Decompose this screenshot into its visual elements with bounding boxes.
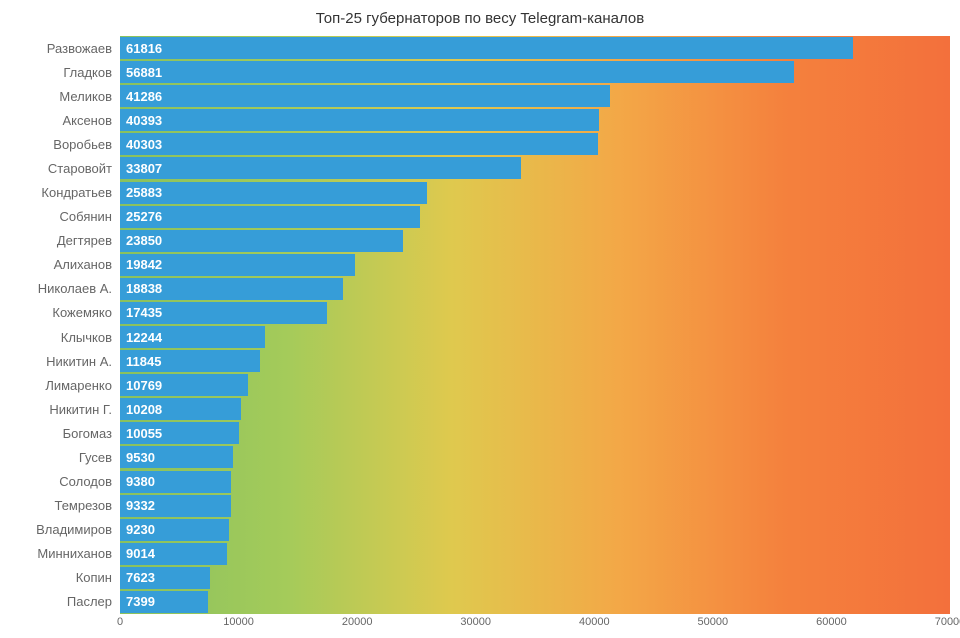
y-category-label: Паслер <box>67 590 118 614</box>
bar-value-label: 9530 <box>120 450 155 465</box>
bar-value-label: 23850 <box>120 233 162 248</box>
bar-value-label: 9230 <box>120 522 155 537</box>
bar: 7399 <box>120 591 208 613</box>
bar: 9230 <box>120 519 229 541</box>
bar-value-label: 12244 <box>120 330 162 345</box>
bar-value-label: 56881 <box>120 65 162 80</box>
bar-value-label: 40393 <box>120 113 162 128</box>
y-category-label: Старовойт <box>48 156 118 180</box>
bar-value-label: 33807 <box>120 161 162 176</box>
y-category-label: Воробьев <box>53 132 118 156</box>
y-category-label: Собянин <box>60 205 118 229</box>
bar-value-label: 10055 <box>120 426 162 441</box>
x-tick-label: 10000 <box>223 616 254 628</box>
y-category-label: Развожаев <box>47 36 118 60</box>
bar: 18838 <box>120 278 343 300</box>
bar-value-label: 17435 <box>120 305 162 320</box>
bar-value-label: 40303 <box>120 137 162 152</box>
y-category-label: Минниханов <box>37 542 118 566</box>
y-category-label: Богомаз <box>63 421 118 445</box>
bar-value-label: 9014 <box>120 546 155 561</box>
bar: 9014 <box>120 543 227 565</box>
y-category-label: Меликов <box>59 84 118 108</box>
y-category-label: Аксенов <box>62 108 118 132</box>
chart-title: Топ-25 губернаторов по весу Telegram-кан… <box>0 0 960 35</box>
x-tick-label: 30000 <box>460 616 491 628</box>
x-tick-label: 40000 <box>579 616 610 628</box>
y-category-label: Темрезов <box>54 494 118 518</box>
bar: 9530 <box>120 446 233 468</box>
y-category-label: Никитин А. <box>46 349 118 373</box>
bar-value-label: 10208 <box>120 402 162 417</box>
y-category-label: Кондратьев <box>41 181 118 205</box>
bar-value-label: 41286 <box>120 89 162 104</box>
y-category-label: Никитин Г. <box>49 397 118 421</box>
y-category-label: Дегтярев <box>57 229 118 253</box>
bar-value-label: 9332 <box>120 498 155 513</box>
y-category-label: Владимиров <box>36 518 118 542</box>
bar: 40303 <box>120 133 598 155</box>
bar-value-label: 7399 <box>120 594 155 609</box>
bar-value-label: 10769 <box>120 378 162 393</box>
x-tick-label: 60000 <box>816 616 847 628</box>
y-category-label: Гусев <box>79 445 118 469</box>
bar: 25883 <box>120 182 427 204</box>
bar: 25276 <box>120 206 420 228</box>
bar: 41286 <box>120 85 610 107</box>
bar: 10208 <box>120 398 241 420</box>
y-category-label: Алиханов <box>54 253 118 277</box>
x-tick-label: 70000 <box>935 616 960 628</box>
bar: 9332 <box>120 495 231 517</box>
bar-value-label: 61816 <box>120 41 162 56</box>
bar: 19842 <box>120 254 355 276</box>
y-category-label: Солодов <box>59 470 118 494</box>
x-tick-label: 0 <box>117 616 123 628</box>
bar: 10769 <box>120 374 248 396</box>
y-category-label: Копин <box>76 566 118 590</box>
bar: 12244 <box>120 326 265 348</box>
chart-container: Топ-25 губернаторов по весу Telegram-кан… <box>0 0 960 638</box>
x-tick-label: 20000 <box>342 616 373 628</box>
bar: 10055 <box>120 422 239 444</box>
bar-value-label: 7623 <box>120 570 155 585</box>
bar-value-label: 25276 <box>120 209 162 224</box>
bar: 7623 <box>120 567 210 589</box>
bar: 56881 <box>120 61 794 83</box>
bar: 9380 <box>120 471 231 493</box>
y-category-label: Лимаренко <box>45 373 118 397</box>
bar-value-label: 9380 <box>120 474 155 489</box>
bar: 17435 <box>120 302 327 324</box>
bar-value-label: 11845 <box>120 354 161 369</box>
plot-area: 61816 56881 41286 40393 40303 33807 25883 25276… <box>120 36 950 614</box>
bar: 40393 <box>120 109 599 131</box>
bar-value-label: 19842 <box>120 257 162 272</box>
y-category-label: Гладков <box>63 60 118 84</box>
bar: 11845 <box>120 350 260 372</box>
y-category-label: Клычков <box>61 325 118 349</box>
bar-value-label: 18838 <box>120 281 162 296</box>
bar: 33807 <box>120 157 521 179</box>
bar: 61816 <box>120 37 853 59</box>
x-tick-label: 50000 <box>698 616 729 628</box>
x-axis: 010000200003000040000500006000070000 <box>120 616 950 634</box>
y-category-label: Кожемяко <box>52 301 118 325</box>
bar-value-label: 25883 <box>120 185 162 200</box>
bar: 23850 <box>120 230 403 252</box>
y-category-label: Николаев А. <box>38 277 118 301</box>
